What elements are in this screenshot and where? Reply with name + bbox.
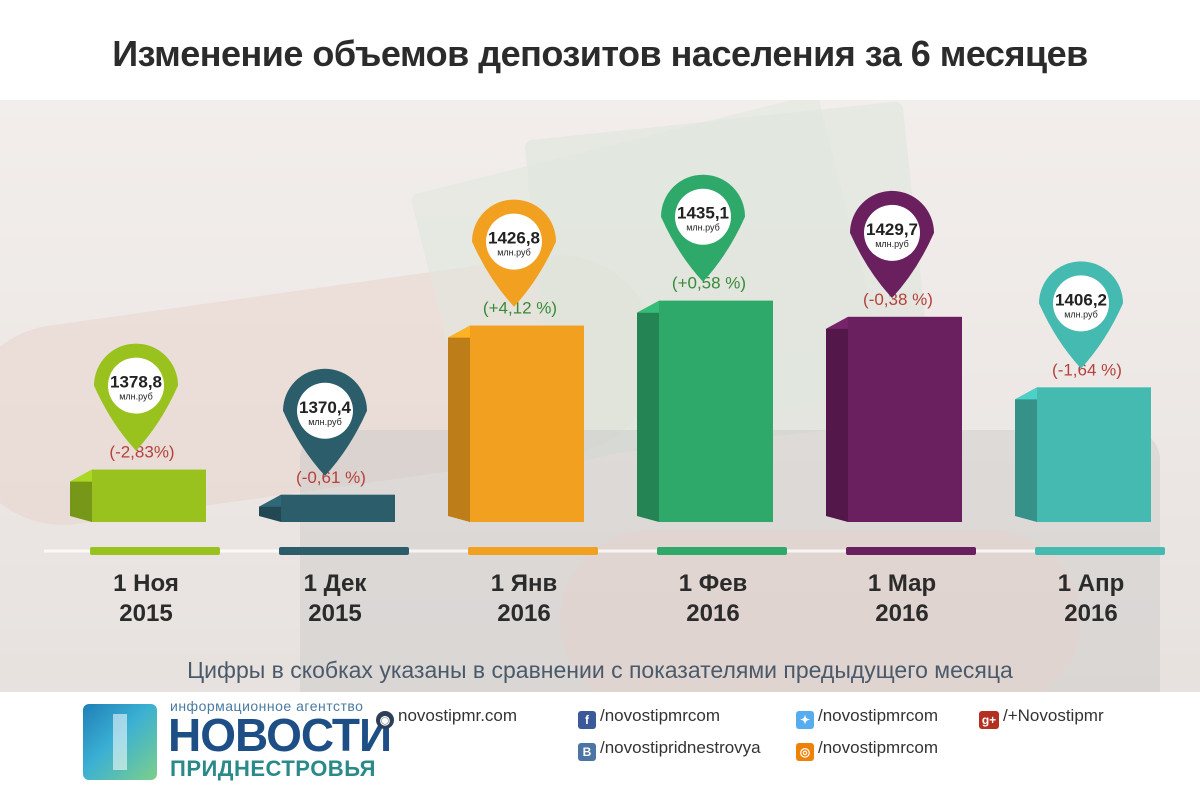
value-label: 1370,4 xyxy=(299,398,352,417)
facebook-icon: f xyxy=(578,711,596,729)
site-link[interactable]: ◉ novostipmr.com xyxy=(376,706,517,729)
facebook-link[interactable]: f/novostipmrcom xyxy=(578,706,720,729)
category-year-label: 2015 xyxy=(119,600,172,627)
category-year-label: 2016 xyxy=(497,600,550,627)
pin-center xyxy=(675,188,731,245)
unit-label: млн.руб xyxy=(1064,309,1098,319)
ok-link[interactable]: ◎/novostipmrcom xyxy=(796,738,938,761)
facebook-link-label: /novostipmrcom xyxy=(600,706,720,725)
category-label: 1 Апр xyxy=(1058,570,1125,597)
vk-icon: B xyxy=(578,743,596,761)
bar xyxy=(281,494,395,522)
change-label: (+4,12 %) xyxy=(483,299,557,318)
gplus-icon: g+ xyxy=(979,711,999,729)
category-year-label: 2016 xyxy=(1064,600,1117,627)
bar-base-strip xyxy=(1035,547,1165,555)
bar-side xyxy=(637,300,659,522)
ok-link-label: /novostipmrcom xyxy=(818,738,938,757)
gplus-link[interactable]: g+/+Novostipmr xyxy=(979,706,1104,729)
bar xyxy=(659,300,773,522)
logo-icon[interactable] xyxy=(83,704,157,780)
vk-link-label: /novostipridnestrovya xyxy=(600,738,761,757)
bar-side xyxy=(448,325,470,522)
value-label: 1406,2 xyxy=(1055,290,1107,309)
bar-side xyxy=(1015,387,1037,522)
change-label: (-0,61 %) xyxy=(296,468,366,487)
gplus-link-label: /+Novostipmr xyxy=(1003,706,1104,725)
twitter-icon: ✦ xyxy=(796,711,814,729)
value-label: 1435,1 xyxy=(677,204,729,223)
pin-center xyxy=(1053,275,1109,332)
bar xyxy=(92,469,206,522)
bar-base-strip xyxy=(846,547,976,555)
logo-subtitle: ПРИДНЕСТРОВЬЯ xyxy=(170,756,376,781)
category-label: 1 Дек xyxy=(304,570,368,597)
bar-base-strip xyxy=(657,547,787,555)
change-label: (+0,58 %) xyxy=(672,274,746,293)
globe-icon: ◉ xyxy=(376,711,394,729)
category-label: 1 Янв xyxy=(491,570,558,597)
pin-center xyxy=(486,213,542,270)
twitter-link-label: /novostipmrcom xyxy=(818,706,938,725)
category-year-label: 2016 xyxy=(875,600,928,627)
pin-center xyxy=(108,357,164,414)
category-year-label: 2016 xyxy=(686,600,739,627)
category-label: 1 Фев xyxy=(679,570,748,597)
value-label: 1426,8 xyxy=(488,229,540,248)
logo-tagline: информационное агентство xyxy=(170,698,364,714)
site-link-label: novostipmr.com xyxy=(398,706,518,725)
bar-base-strip xyxy=(279,547,409,555)
chart-title: Изменение объемов депозитов населения за… xyxy=(112,33,1088,74)
twitter-link[interactable]: ✦/novostipmrcom xyxy=(796,706,938,729)
category-label: 1 Ноя xyxy=(113,570,179,597)
vk-link[interactable]: B/novostipridnestrovya xyxy=(578,738,761,761)
unit-label: млн.руб xyxy=(686,223,720,233)
bar xyxy=(1037,387,1151,522)
category-year-label: 2015 xyxy=(308,600,361,627)
logo-title[interactable]: НОВОСТИ xyxy=(168,709,392,761)
unit-label: млн.руб xyxy=(119,392,153,402)
pin-center xyxy=(297,382,353,439)
category-label: 1 Мар xyxy=(868,570,936,597)
footnote: Цифры в скобках указаны в сравнении с по… xyxy=(187,657,1013,683)
unit-label: млн.руб xyxy=(497,248,531,258)
bar-side xyxy=(826,316,848,522)
odnoklassniki-icon: ◎ xyxy=(796,743,814,761)
bar xyxy=(848,316,962,522)
pin-center xyxy=(864,204,920,261)
bar-base-strip xyxy=(468,547,598,555)
bar-base-strip xyxy=(90,547,220,555)
change-label: (-0,38 %) xyxy=(863,290,933,309)
change-label: (-2,83%) xyxy=(109,443,174,462)
value-label: 1378,8 xyxy=(110,373,162,392)
unit-label: млн.руб xyxy=(308,417,342,427)
background-photo xyxy=(0,100,1200,692)
footer: информационное агентство НОВОСТИ ПРИДНЕС… xyxy=(0,692,1200,800)
bar xyxy=(470,325,584,522)
change-label: (-1,64 %) xyxy=(1052,360,1122,379)
bar-side xyxy=(70,469,92,522)
unit-label: млн.руб xyxy=(875,239,909,249)
value-label: 1429,7 xyxy=(866,220,918,239)
